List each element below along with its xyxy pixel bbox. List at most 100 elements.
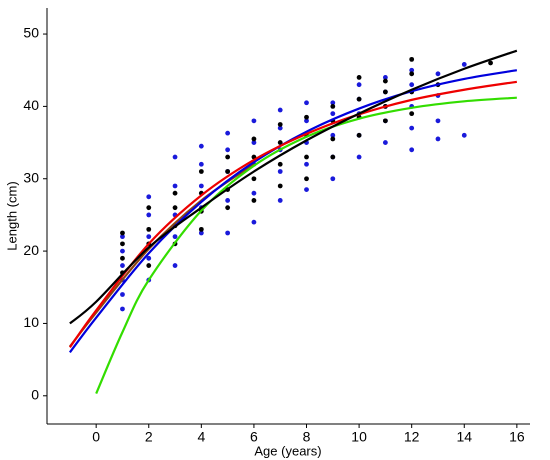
- point: [330, 154, 336, 160]
- y-tick-label: 30: [23, 169, 39, 185]
- point: [277, 107, 283, 113]
- y-tick-label: 0: [31, 386, 39, 402]
- point: [409, 111, 415, 117]
- point: [409, 56, 415, 62]
- growth-curve: [69, 163, 255, 348]
- y-tick-label: 50: [23, 25, 39, 41]
- point: [488, 60, 493, 66]
- point: [277, 125, 283, 131]
- point: [277, 161, 283, 167]
- point: [330, 136, 336, 142]
- point: [146, 234, 152, 240]
- point: [251, 176, 257, 182]
- point: [120, 306, 125, 312]
- point: [356, 132, 362, 138]
- point: [409, 147, 415, 153]
- y-tick-label: 40: [23, 97, 39, 113]
- point: [409, 82, 415, 88]
- point: [251, 190, 257, 196]
- point: [225, 147, 231, 153]
- point: [120, 263, 125, 268]
- point: [146, 205, 152, 211]
- point: [251, 140, 257, 145]
- x-tick-label: 0: [92, 429, 100, 445]
- point: [409, 67, 415, 73]
- point: [435, 71, 441, 77]
- point: [277, 122, 283, 127]
- x-tick-label: 8: [303, 429, 311, 445]
- point: [198, 183, 204, 189]
- point: [225, 154, 231, 160]
- point: [120, 255, 125, 261]
- x-tick-label: 16: [509, 429, 525, 445]
- point: [251, 219, 257, 225]
- y-tick-label: 10: [23, 314, 39, 330]
- point: [198, 161, 204, 167]
- point: [225, 198, 231, 203]
- point: [172, 205, 178, 211]
- point: [146, 226, 152, 232]
- point: [120, 292, 125, 297]
- point: [251, 118, 257, 124]
- growth-curve: [95, 96, 517, 395]
- x-tick-label: 10: [351, 429, 367, 445]
- point: [461, 62, 467, 67]
- point: [356, 82, 362, 88]
- point: [172, 154, 178, 160]
- point: [382, 78, 388, 84]
- point: [304, 187, 309, 192]
- point: [277, 140, 283, 145]
- point: [356, 96, 362, 102]
- point: [435, 118, 441, 124]
- point: [198, 226, 204, 232]
- point: [198, 230, 204, 236]
- point: [198, 143, 204, 149]
- point: [277, 198, 283, 203]
- point: [356, 154, 362, 160]
- point: [198, 169, 204, 174]
- point: [225, 230, 231, 236]
- point: [330, 176, 336, 182]
- point: [120, 241, 125, 247]
- point: [304, 100, 309, 106]
- point: [146, 194, 152, 200]
- point: [277, 169, 283, 174]
- x-tick-label: 12: [404, 429, 420, 445]
- point: [461, 132, 467, 138]
- point: [304, 114, 309, 120]
- point: [120, 248, 125, 254]
- point: [225, 169, 231, 174]
- point: [304, 118, 309, 124]
- x-axis-title: Age (years): [254, 443, 321, 458]
- y-axis-title: Length (cm): [4, 181, 19, 250]
- point: [172, 190, 178, 196]
- point: [251, 198, 257, 203]
- x-tick-label: 6: [250, 429, 258, 445]
- point: [409, 125, 415, 131]
- point: [356, 75, 362, 80]
- point: [330, 103, 336, 109]
- point: [382, 118, 388, 124]
- point: [330, 132, 336, 138]
- x-tick-label: 14: [456, 429, 472, 445]
- point: [304, 161, 309, 167]
- point: [435, 136, 441, 142]
- point: [330, 100, 336, 106]
- x-tick-label: 4: [197, 429, 205, 445]
- point: [120, 230, 125, 236]
- point: [225, 130, 231, 136]
- y-tick-label: 20: [23, 242, 39, 258]
- point: [382, 140, 388, 145]
- point: [382, 89, 388, 95]
- point: [172, 183, 178, 189]
- point: [146, 212, 152, 218]
- growth-curve: [68, 80, 518, 348]
- point: [251, 136, 257, 142]
- point: [277, 183, 283, 189]
- point: [225, 205, 231, 211]
- point: [172, 234, 178, 240]
- point: [330, 111, 336, 117]
- point: [146, 263, 152, 268]
- point: [382, 75, 388, 80]
